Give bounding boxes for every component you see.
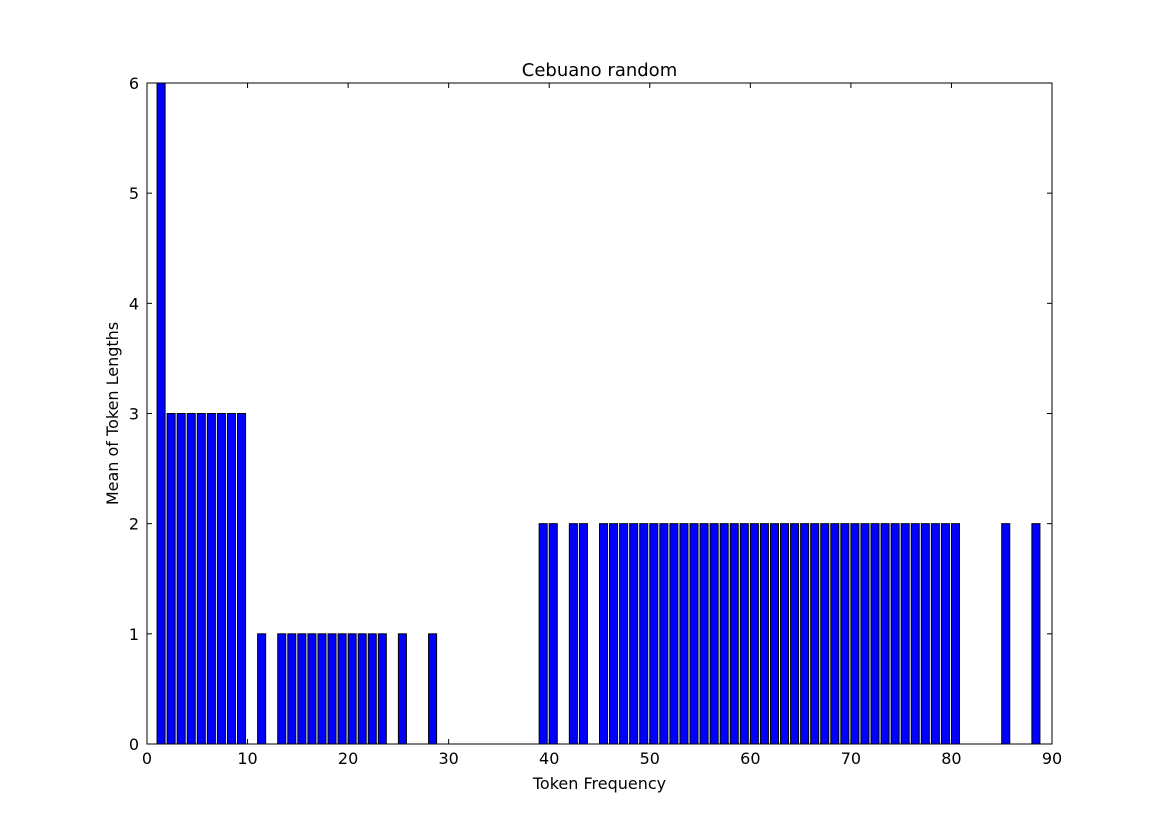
- bar-x-55: [699, 523, 709, 745]
- bar-x-6: [206, 413, 216, 745]
- bar-x-40: [548, 523, 558, 745]
- bar-x-28: [428, 633, 438, 745]
- bar-x-80: [950, 523, 960, 745]
- y-tick-label-4: 4: [129, 294, 139, 313]
- bar-x-66: [810, 523, 820, 745]
- bar-x-39: [538, 523, 548, 745]
- bar-x-14: [287, 633, 297, 745]
- bar-x-9: [237, 413, 247, 745]
- bar-x-74: [890, 523, 900, 745]
- y-tick-label-6: 6: [129, 74, 139, 93]
- y-axis-label: Mean of Token Lengths: [103, 322, 122, 505]
- y-tick-label-2: 2: [129, 515, 139, 534]
- bar-x-2: [166, 413, 176, 745]
- bar-x-48: [629, 523, 639, 745]
- bar-x-60: [749, 523, 759, 745]
- bar-x-4: [186, 413, 196, 745]
- x-tick-label-70: 70: [841, 749, 861, 768]
- bar-x-61: [759, 523, 769, 745]
- bar-x-20: [347, 633, 357, 745]
- bar-x-63: [780, 523, 790, 745]
- bar-x-62: [769, 523, 779, 745]
- bar-x-69: [840, 523, 850, 745]
- x-tick-label-0: 0: [142, 749, 152, 768]
- bar-x-67: [820, 523, 830, 745]
- bar-x-23: [377, 633, 387, 745]
- x-axis-label: Token Frequency: [532, 774, 666, 793]
- bar-x-21: [357, 633, 367, 745]
- bar-x-8: [226, 413, 236, 745]
- x-tick-label-10: 10: [237, 749, 257, 768]
- x-tick-label-30: 30: [438, 749, 458, 768]
- bar-x-1: [156, 82, 166, 745]
- bar-x-50: [649, 523, 659, 745]
- bar-x-78: [930, 523, 940, 745]
- bar-x-68: [830, 523, 840, 745]
- y-tick-label-0: 0: [129, 735, 139, 754]
- bar-x-17: [317, 633, 327, 745]
- bar-x-57: [719, 523, 729, 745]
- bar-x-5: [196, 413, 206, 745]
- bar-x-85: [1001, 523, 1011, 745]
- bar-x-53: [679, 523, 689, 745]
- y-tick-label-5: 5: [129, 184, 139, 203]
- bar-x-54: [689, 523, 699, 745]
- bar-x-46: [609, 523, 619, 745]
- bar-x-3: [176, 413, 186, 745]
- bar-x-75: [900, 523, 910, 745]
- bar-x-73: [880, 523, 890, 745]
- bar-x-45: [599, 523, 609, 745]
- bar-x-11: [257, 633, 267, 745]
- bar-x-16: [307, 633, 317, 745]
- bar-x-42: [568, 523, 578, 745]
- bar-x-13: [277, 633, 287, 745]
- bar-x-71: [860, 523, 870, 745]
- bar-x-51: [659, 523, 669, 745]
- x-tick-label-60: 60: [740, 749, 760, 768]
- bar-x-47: [619, 523, 629, 745]
- bar-x-18: [327, 633, 337, 745]
- axis-ticks: 0 10 20 30 40 50 60 70 80 90 0 1 2 3 4 5 6: [129, 74, 1062, 768]
- x-tick-label-20: 20: [338, 749, 358, 768]
- bar-x-76: [910, 523, 920, 745]
- bar-x-70: [850, 523, 860, 745]
- x-tick-label-40: 40: [539, 749, 559, 768]
- bar-x-65: [800, 523, 810, 745]
- bar-x-88: [1031, 523, 1041, 745]
- x-tick-label-90: 90: [1042, 749, 1062, 768]
- bar-x-64: [790, 523, 800, 745]
- x-tick-label-50: 50: [640, 749, 660, 768]
- bar-x-72: [870, 523, 880, 745]
- bar-x-15: [297, 633, 307, 745]
- bar-x-43: [578, 523, 588, 745]
- bar-x-49: [639, 523, 649, 745]
- y-tick-label-3: 3: [129, 405, 139, 424]
- bar-x-52: [669, 523, 679, 745]
- bar-x-79: [940, 523, 950, 745]
- bar-x-22: [367, 633, 377, 745]
- bar-x-59: [739, 523, 749, 745]
- bar-x-19: [337, 633, 347, 745]
- bar-x-25: [397, 633, 407, 745]
- bar-x-77: [920, 523, 930, 745]
- x-tick-label-80: 80: [941, 749, 961, 768]
- y-tick-label-1: 1: [129, 625, 139, 644]
- bar-x-58: [729, 523, 739, 745]
- chart-title: Cebuano random: [522, 60, 677, 81]
- bar-x-7: [216, 413, 226, 745]
- bar-x-56: [709, 523, 719, 745]
